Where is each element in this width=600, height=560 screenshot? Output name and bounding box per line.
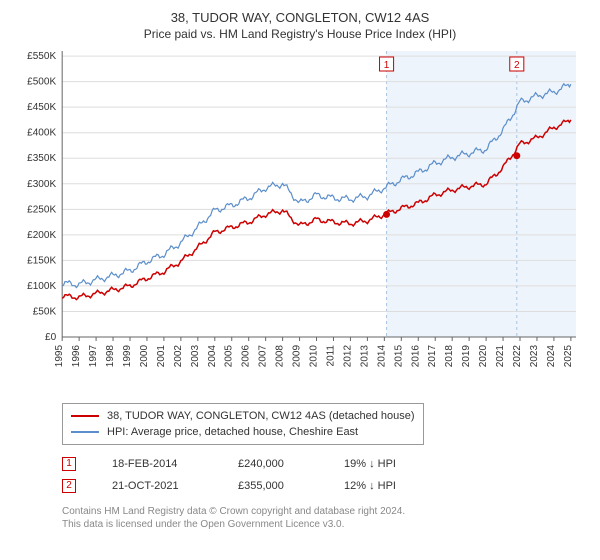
svg-text:1995: 1995 [54, 345, 65, 368]
svg-text:2021: 2021 [495, 345, 506, 368]
svg-text:£350K: £350K [27, 153, 56, 164]
svg-text:1998: 1998 [105, 345, 116, 368]
svg-text:2007: 2007 [258, 345, 269, 368]
sale-pct: 12% ↓ HPI [344, 475, 424, 497]
footer-attribution: Contains HM Land Registry data © Crown c… [62, 505, 586, 531]
svg-text:2008: 2008 [275, 345, 286, 368]
page-subtitle: Price paid vs. HM Land Registry's House … [14, 27, 586, 41]
svg-text:£0: £0 [45, 332, 57, 343]
sale-marker: 2 [62, 479, 76, 493]
svg-text:£250K: £250K [27, 204, 56, 215]
svg-text:2000: 2000 [139, 345, 150, 368]
svg-text:2015: 2015 [393, 345, 404, 368]
legend: 38, TUDOR WAY, CONGLETON, CW12 4AS (deta… [62, 403, 424, 445]
sale-date: 18-FEB-2014 [112, 453, 202, 475]
svg-text:1: 1 [384, 60, 390, 71]
svg-text:2013: 2013 [359, 345, 370, 368]
svg-text:2014: 2014 [376, 345, 387, 368]
svg-text:£450K: £450K [27, 102, 56, 113]
svg-text:£150K: £150K [27, 255, 56, 266]
legend-label: HPI: Average price, detached house, Ches… [107, 424, 358, 440]
sale-date: 21-OCT-2021 [112, 475, 202, 497]
svg-text:1999: 1999 [122, 345, 133, 368]
svg-text:2002: 2002 [173, 345, 184, 368]
sale-price: £240,000 [238, 453, 308, 475]
sale-row: 1 18-FEB-2014 £240,000 19% ↓ HPI [62, 453, 586, 475]
svg-text:£50K: £50K [33, 306, 57, 317]
sale-marker: 1 [62, 457, 76, 471]
svg-text:£200K: £200K [27, 230, 56, 241]
svg-text:2016: 2016 [410, 345, 421, 368]
sales-table: 1 18-FEB-2014 £240,000 19% ↓ HPI 2 21-OCT-202… [62, 453, 586, 497]
legend-swatch [71, 415, 99, 417]
legend-swatch [71, 431, 99, 433]
price-chart: £0 £50K £100K £150K £200K £250K £300K £350K £400… [14, 47, 586, 397]
legend-item: 38, TUDOR WAY, CONGLETON, CW12 4AS (deta… [71, 408, 415, 424]
sale-pct: 19% ↓ HPI [344, 453, 424, 475]
svg-text:£550K: £550K [27, 51, 56, 62]
svg-text:2005: 2005 [224, 345, 235, 368]
svg-text:1996: 1996 [71, 345, 82, 368]
footer-line: This data is licensed under the Open Gov… [62, 518, 586, 531]
svg-text:2017: 2017 [427, 345, 438, 368]
svg-text:2022: 2022 [512, 345, 523, 368]
svg-text:2020: 2020 [478, 345, 489, 368]
svg-text:2025: 2025 [563, 345, 574, 368]
legend-item: HPI: Average price, detached house, Ches… [71, 424, 415, 440]
svg-text:2018: 2018 [444, 345, 455, 368]
svg-text:2011: 2011 [325, 345, 336, 367]
legend-label: 38, TUDOR WAY, CONGLETON, CW12 4AS (deta… [107, 408, 415, 424]
svg-text:2010: 2010 [309, 345, 320, 368]
svg-text:1997: 1997 [88, 345, 99, 368]
svg-text:£400K: £400K [27, 128, 56, 139]
svg-text:2019: 2019 [461, 345, 472, 368]
svg-text:£500K: £500K [27, 77, 56, 88]
svg-text:2006: 2006 [241, 345, 252, 368]
svg-text:£100K: £100K [27, 281, 56, 292]
svg-text:2001: 2001 [156, 345, 167, 368]
svg-text:2: 2 [514, 60, 520, 71]
svg-text:2024: 2024 [546, 345, 557, 368]
svg-text:2004: 2004 [207, 345, 218, 368]
svg-text:2023: 2023 [529, 345, 540, 368]
sale-price: £355,000 [238, 475, 308, 497]
svg-text:2003: 2003 [190, 345, 201, 368]
footer-line: Contains HM Land Registry data © Crown c… [62, 505, 586, 518]
page-title: 38, TUDOR WAY, CONGLETON, CW12 4AS [14, 10, 586, 25]
svg-text:£300K: £300K [27, 179, 56, 190]
svg-text:2009: 2009 [292, 345, 303, 368]
svg-text:2012: 2012 [342, 345, 353, 368]
sale-row: 2 21-OCT-2021 £355,000 12% ↓ HPI [62, 475, 586, 497]
